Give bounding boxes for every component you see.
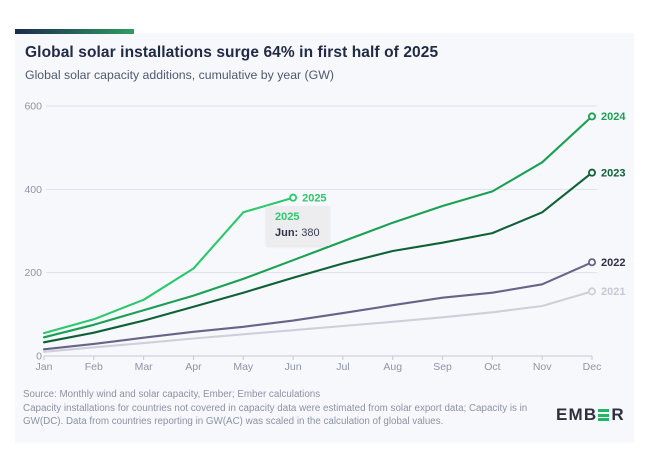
series-line-2025[interactable] (42, 196, 295, 335)
x-tick-label-Apr: Apr (185, 361, 202, 373)
logo-text-suffix: R (611, 405, 625, 424)
y-tick-label-0: 0 (36, 351, 42, 363)
chart-title: Global solar installations surge 64% in … (25, 44, 439, 61)
series-line-2021[interactable] (42, 290, 594, 353)
series-end-label-2022: 2022 (601, 257, 625, 269)
footer: Source: Monthly wind and solar capacity,… (23, 388, 537, 429)
y-tick-label-200: 200 (24, 267, 42, 279)
tooltip: 2025 Jun: 380 (266, 206, 330, 246)
x-tick-label-Oct: Oct (484, 361, 500, 373)
tooltip-point-value: 380 (301, 227, 320, 239)
series-end-marker-2021[interactable] (588, 287, 597, 296)
accent-bar (15, 29, 134, 34)
x-tick-label-Jun: Jun (285, 361, 302, 373)
tooltip-point-label: Jun: (275, 227, 299, 239)
series-end-marker-2022[interactable] (588, 258, 597, 267)
series-end-label-2021: 2021 (601, 286, 625, 298)
x-tick-label-May: May (233, 361, 254, 373)
series-end-marker-2024[interactable] (588, 112, 597, 121)
y-tick-label-600: 600 (24, 101, 42, 113)
x-tick-label-Mar: Mar (135, 361, 154, 373)
x-tick-label-Feb: Feb (85, 361, 103, 373)
ember-logo: EMB R (556, 405, 625, 425)
note-line: Capacity installations for countries not… (23, 402, 528, 428)
x-tick-label-Sep: Sep (433, 361, 452, 373)
series-line-2023[interactable] (42, 171, 594, 344)
series-line-2022[interactable] (42, 261, 594, 351)
source-line: Source: Monthly wind and solar capacity,… (23, 389, 321, 400)
tooltip-value-row: Jun: 380 (275, 227, 320, 239)
x-tick-label-Jan: Jan (36, 361, 53, 373)
series-end-marker-2025[interactable] (289, 193, 298, 202)
x-tick-label-Nov: Nov (533, 361, 552, 373)
y-tick-label-400: 400 (24, 184, 42, 196)
x-tick-label-Dec: Dec (583, 361, 602, 373)
logo-text-prefix: EMB (556, 405, 598, 424)
chart-subtitle: Global solar capacity additions, cumulat… (25, 68, 334, 82)
x-tick-label-Jul: Jul (336, 361, 349, 373)
series-end-label-2024: 2024 (601, 111, 626, 123)
series-line-2024[interactable] (42, 115, 594, 339)
series-end-marker-2023[interactable] (588, 168, 597, 177)
series-end-label-2023: 2023 (601, 167, 625, 179)
series-end-label-2025: 2025 (302, 192, 326, 204)
logo-green-e-icon (598, 408, 610, 422)
x-tick-label-Aug: Aug (383, 361, 402, 373)
tooltip-series-label: 2025 (275, 211, 300, 223)
